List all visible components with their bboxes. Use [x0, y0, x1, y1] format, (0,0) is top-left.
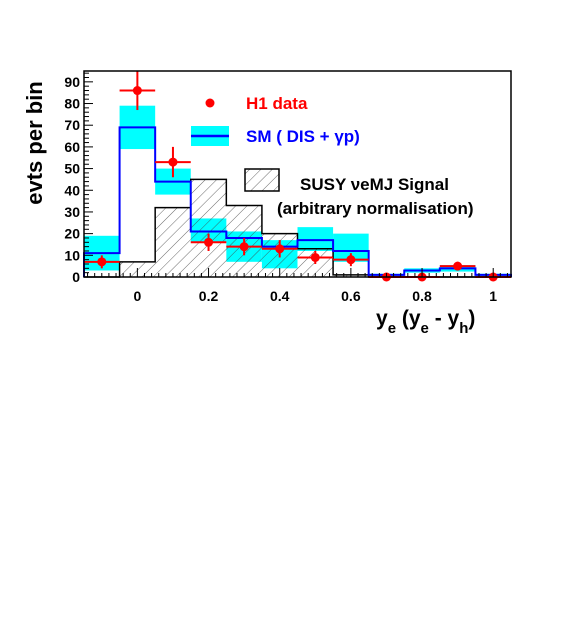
data-point-10	[439, 261, 476, 271]
x-tick-label-5: 1	[489, 288, 497, 304]
x-tick-label-3: 0.6	[341, 288, 361, 304]
data-point-marker-10	[453, 261, 463, 271]
x-tick-label-4: 0.8	[412, 288, 432, 304]
legend-label-susy-note: (arbitrary normalisation)	[277, 199, 474, 218]
susy-bin-2	[155, 207, 191, 277]
data-point-7	[333, 253, 369, 267]
data-point-0	[84, 255, 120, 269]
y-tick-label-0: 0	[72, 269, 80, 285]
y-tick-label-1: 10	[64, 247, 80, 263]
data-point-marker-4	[239, 242, 249, 252]
y-tick-label-2: 20	[64, 226, 80, 242]
data-point-marker-1	[132, 86, 142, 96]
data-point-4	[226, 237, 262, 256]
legend-entry-sm: SM ( DIS + γp)	[191, 126, 360, 146]
plot-border	[83, 70, 512, 278]
legend: H1 data SM ( DIS + γp) SUSY νeMJ Signal …	[191, 94, 474, 218]
legend-entry-h1-data: H1 data	[205, 94, 308, 113]
data-point-marker-0	[97, 257, 107, 267]
legend-entry-susy: SUSY νeMJ Signal (arbitrary normalisatio…	[244, 168, 474, 218]
y-tick-label-5: 50	[64, 161, 80, 177]
susy-bin-3	[190, 179, 227, 277]
y-tick-label-6: 60	[64, 139, 80, 155]
x-axis-label: ye (ye - yh)	[376, 307, 475, 337]
legend-label-h1-data: H1 data	[246, 94, 308, 113]
y-tick-label-3: 30	[64, 204, 80, 220]
legend-label-sm: SM ( DIS + γp)	[246, 127, 360, 146]
y-tick-label-7: 70	[64, 117, 80, 133]
sm-prediction-histogram	[83, 126, 512, 277]
data-point-marker-7	[346, 255, 356, 265]
sm-band-bin-6	[297, 227, 334, 251]
data-point-6	[297, 250, 334, 264]
data-point-3	[190, 233, 227, 251]
data-point-marker-2	[168, 157, 178, 167]
legend-marker-h1-data	[205, 98, 215, 108]
sm-step-line	[83, 126, 512, 277]
legend-label-susy: SUSY νeMJ Signal	[300, 175, 449, 194]
x-tick-label-2: 0.4	[270, 288, 290, 304]
y-tick-label-9: 90	[64, 74, 80, 90]
y-axis-label: evts per bin	[22, 81, 47, 204]
data-point-marker-6	[310, 252, 320, 262]
x-tick-label-1: 0.2	[199, 288, 219, 304]
data-point-5	[261, 240, 298, 258]
axis-ticks: 0 10 20 30 40 50 60 70 80 90 0 0.2 0.4 0.6 0.8 1	[64, 72, 508, 304]
x-tick-label-0: 0	[133, 288, 141, 304]
data-point-marker-5	[275, 244, 285, 254]
y-tick-label-8: 80	[64, 96, 80, 112]
data-point-1	[119, 71, 156, 111]
data-point-2	[155, 146, 191, 178]
plot-frame	[83, 70, 512, 278]
y-tick-label-4: 40	[64, 182, 80, 198]
legend-marker-susy	[244, 168, 280, 192]
data-point-marker-3	[204, 237, 214, 247]
